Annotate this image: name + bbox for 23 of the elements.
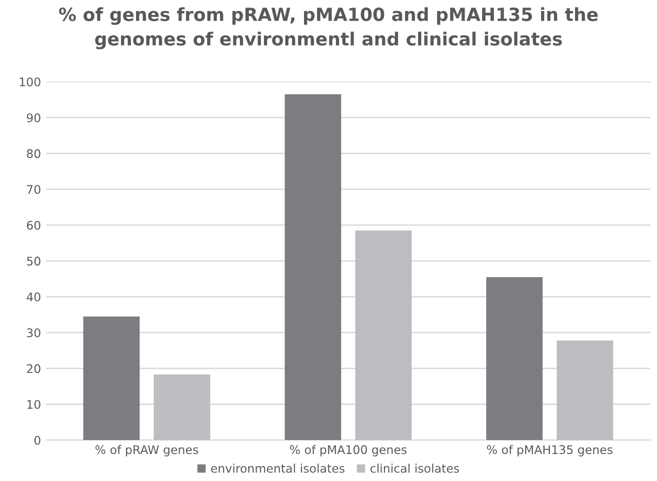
bar: [284, 94, 342, 440]
y-tick-label: 0: [34, 436, 40, 445]
y-tick-label: 50: [27, 256, 40, 266]
y-tick-label: 30: [27, 328, 40, 338]
y-tick-label: 40: [26, 292, 40, 302]
bar: [83, 316, 140, 440]
bar: [486, 277, 543, 440]
y-tick-label: 20: [26, 364, 40, 374]
bar: [154, 374, 210, 440]
legend-label: environmental isolates: [211, 464, 344, 473]
legend-label: clinical isolates: [370, 464, 460, 473]
x-tick-label: % of pMA100 genes: [290, 444, 407, 456]
y-tick-label: 60: [26, 220, 40, 230]
y-tick-label: 70: [27, 184, 40, 194]
x-tick-label: % of pRAW genes: [95, 444, 198, 456]
y-tick-label: 80: [26, 149, 40, 158]
bar: [556, 340, 614, 440]
y-tick-label: 10: [27, 400, 40, 409]
y-tick-label: 90: [26, 113, 40, 122]
y-tick-label: 100: [20, 77, 40, 86]
chart-title: % of genes from pRAW, pMA100 and pMAH135 in the genomes of environmentl and clinical isolates: [59, 7, 598, 50]
bar: [355, 230, 412, 440]
x-tick-label: % of pMAH135 genes: [487, 444, 612, 456]
